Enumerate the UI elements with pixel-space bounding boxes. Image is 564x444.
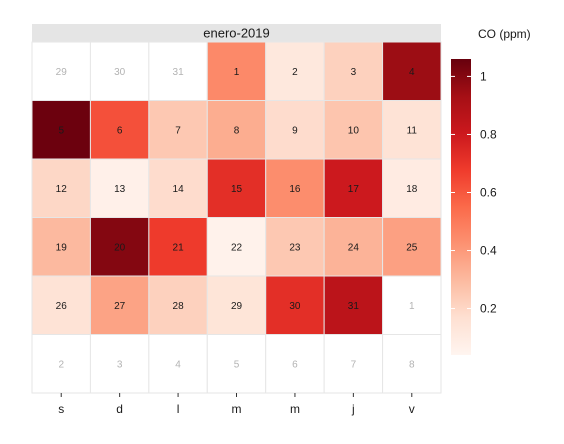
heatmap-cell <box>206 100 267 160</box>
strip-background <box>32 24 441 42</box>
heatmap-cell <box>265 41 325 101</box>
weekday-label: l <box>177 402 180 416</box>
day-number-label: 21 <box>173 242 185 253</box>
day-number-label: 5 <box>58 125 64 136</box>
day-number-label: 22 <box>231 242 243 253</box>
heatmap-cell <box>148 334 208 394</box>
weekday-label: m <box>232 402 242 416</box>
day-number-label: 19 <box>56 242 68 253</box>
day-number-label: 25 <box>406 242 418 253</box>
day-number-label: 5 <box>234 359 240 370</box>
heatmap-cell <box>382 158 442 218</box>
weekday-label: m <box>290 402 300 416</box>
day-number-label: 1 <box>234 67 240 78</box>
day-number-label: 1 <box>409 301 415 312</box>
legend-tick-label: 0.6 <box>480 185 497 199</box>
heatmap-cell <box>148 275 208 335</box>
day-number-label: 8 <box>234 125 240 136</box>
heatmap-cell <box>206 275 267 335</box>
day-number-label: 3 <box>117 359 123 370</box>
day-number-label: 16 <box>289 184 301 195</box>
heatmap-cell <box>31 100 91 160</box>
heatmap-cell <box>148 217 208 277</box>
day-number-label: 30 <box>114 67 126 78</box>
weekday-label: v <box>409 402 415 416</box>
day-number-label: 13 <box>114 184 126 195</box>
heatmap-cell <box>265 275 325 335</box>
legend-tick-label: 1 <box>480 69 487 83</box>
day-number-label: 27 <box>114 301 126 312</box>
legend-tick-label: 0.2 <box>480 302 497 316</box>
day-number-label: 24 <box>348 242 360 253</box>
heatmap-cell <box>31 334 91 394</box>
heatmap-cell <box>31 158 91 218</box>
heatmap-cell <box>382 275 442 335</box>
day-number-label: 6 <box>117 125 123 136</box>
heatmap-cell <box>206 217 267 277</box>
day-number-label: 30 <box>289 301 301 312</box>
legend-title: CO (ppm) <box>478 27 531 41</box>
day-number-label: 29 <box>56 67 68 78</box>
weekday-label: j <box>351 402 355 416</box>
day-number-label: 10 <box>348 125 360 136</box>
legend-ticks: 0.2 0.4 0.6 0.8 1 <box>451 69 497 316</box>
day-number-label: 9 <box>292 125 298 136</box>
day-number-label: 20 <box>114 242 126 253</box>
day-number-label: 7 <box>351 359 357 370</box>
day-number-label: 4 <box>175 359 181 370</box>
day-number-label: 23 <box>289 242 301 253</box>
legend-colorbar <box>451 59 471 355</box>
legend-tick-label: 0.8 <box>480 127 497 141</box>
heatmap-cell <box>382 41 442 101</box>
heatmap-cell <box>89 334 150 394</box>
heatmap-cell <box>31 275 91 335</box>
day-number-label: 2 <box>292 67 298 78</box>
legend-tick-label: 0.4 <box>480 244 497 258</box>
day-number-label: 12 <box>56 184 68 195</box>
month-strip-label: enero-2019 <box>203 26 270 41</box>
day-number-label: 31 <box>173 67 185 78</box>
day-number-label: 28 <box>173 301 185 312</box>
day-number-label: 18 <box>406 184 418 195</box>
day-number-label: 29 <box>231 301 243 312</box>
heatmap-cell <box>265 100 325 160</box>
heatmap-cell <box>382 217 442 277</box>
heatmap-cell <box>265 158 325 218</box>
day-number-label: 14 <box>173 184 185 195</box>
heatmap-cell <box>323 275 384 335</box>
day-number-label: 26 <box>56 301 68 312</box>
day-number-label: 31 <box>348 301 360 312</box>
day-number-label: 2 <box>58 359 64 370</box>
weekday-label: s <box>58 402 64 416</box>
heatmap-cell <box>323 334 384 394</box>
heatmap-cell <box>31 217 91 277</box>
day-number-label: 7 <box>175 125 181 136</box>
day-number-label: 8 <box>409 359 415 370</box>
heatmap-cell <box>206 158 267 218</box>
heatmap-cell <box>323 217 384 277</box>
day-number-label: 3 <box>351 67 357 78</box>
heatmap-cell <box>323 41 384 101</box>
heatmap-cell <box>382 334 442 394</box>
weekday-label: d <box>116 402 123 416</box>
heatmap-cell <box>382 100 442 160</box>
day-number-label: 11 <box>407 125 418 136</box>
heatmap-cell <box>323 100 384 160</box>
day-number-label: 17 <box>348 184 360 195</box>
heatmap-cell <box>206 334 267 394</box>
day-number-label: 4 <box>409 67 415 78</box>
day-number-label: 15 <box>231 184 243 195</box>
heatmap-cell <box>89 100 150 160</box>
day-number-label: 6 <box>292 359 298 370</box>
